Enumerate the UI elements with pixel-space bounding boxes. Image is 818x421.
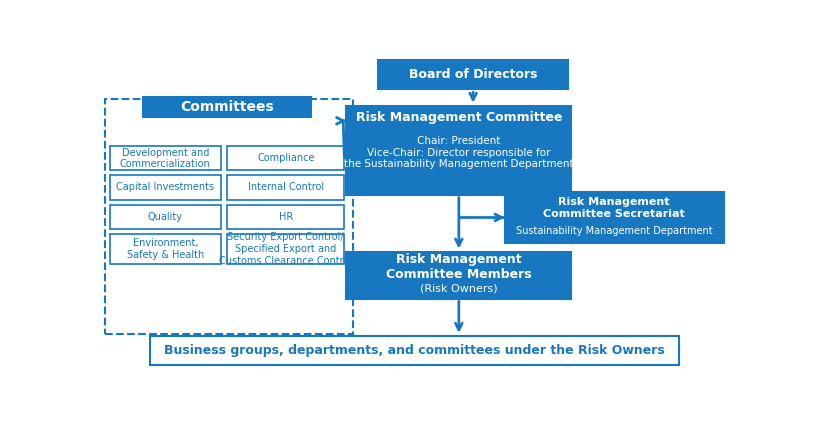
FancyBboxPatch shape xyxy=(346,251,571,298)
Text: Risk Management Committee: Risk Management Committee xyxy=(356,112,562,125)
Text: Chair: President
Vice-Chair: Director responsible for
the Sustainability Managem: Chair: President Vice-Chair: Director re… xyxy=(344,136,573,169)
Text: Internal Control: Internal Control xyxy=(248,182,324,192)
Text: Compliance: Compliance xyxy=(257,153,315,163)
FancyBboxPatch shape xyxy=(227,175,344,200)
Text: Risk Management
Committee Members: Risk Management Committee Members xyxy=(386,253,532,281)
Text: Sustainability Management Department: Sustainability Management Department xyxy=(516,226,712,236)
Text: (Risk Owners): (Risk Owners) xyxy=(420,284,497,293)
Text: Committees: Committees xyxy=(181,100,274,114)
FancyBboxPatch shape xyxy=(227,146,344,171)
FancyBboxPatch shape xyxy=(227,234,344,264)
Text: Capital Investments: Capital Investments xyxy=(116,182,214,192)
Text: Environment,
Safety & Health: Environment, Safety & Health xyxy=(127,238,204,260)
Text: HR: HR xyxy=(279,212,293,222)
FancyBboxPatch shape xyxy=(110,146,221,171)
Text: Security Export Control/
Specified Export and
Customs Clearance Control: Security Export Control/ Specified Expor… xyxy=(219,232,353,266)
FancyBboxPatch shape xyxy=(110,205,221,229)
FancyBboxPatch shape xyxy=(346,106,571,195)
FancyBboxPatch shape xyxy=(110,234,221,264)
Text: Business groups, departments, and committees under the Risk Owners: Business groups, departments, and commit… xyxy=(164,344,665,357)
Text: Board of Directors: Board of Directors xyxy=(409,68,537,81)
Text: Risk Management
Committee Secretariat: Risk Management Committee Secretariat xyxy=(543,197,685,218)
FancyBboxPatch shape xyxy=(110,175,221,200)
Text: Quality: Quality xyxy=(148,212,183,222)
FancyBboxPatch shape xyxy=(378,60,569,89)
FancyBboxPatch shape xyxy=(143,96,312,117)
FancyBboxPatch shape xyxy=(150,336,679,365)
FancyBboxPatch shape xyxy=(505,192,724,243)
Text: Development and
Commercialization: Development and Commercialization xyxy=(120,147,211,169)
FancyBboxPatch shape xyxy=(227,205,344,229)
